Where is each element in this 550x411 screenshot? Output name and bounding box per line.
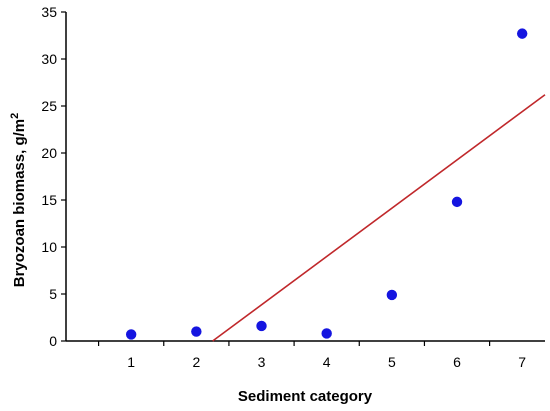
- y-tick-label: 35: [41, 4, 57, 20]
- y-tick-label: 25: [41, 98, 57, 114]
- data-point: [516, 28, 528, 39]
- y-axis-title: Bryozoan biomass, g/m2: [9, 113, 28, 288]
- axes: [65, 12, 545, 342]
- x-tick-label: 6: [453, 354, 461, 370]
- data-point: [256, 320, 267, 332]
- y-tick-label: 15: [41, 192, 57, 208]
- data-point: [125, 329, 137, 340]
- y-axis-title-superscript: 2: [9, 113, 21, 119]
- y-axis-title-main: Bryozoan biomass, g/m: [11, 119, 28, 287]
- x-tick-label: 1: [127, 354, 135, 370]
- data-points: [125, 28, 528, 340]
- x-tick-label: 4: [323, 354, 331, 370]
- x-axis-title: Sediment category: [238, 388, 373, 405]
- x-tick-label: 3: [258, 354, 266, 370]
- y-tick-label: 0: [49, 333, 57, 349]
- x-ticks: 1 2 3 4 5 6 7: [97, 341, 526, 370]
- y-ticks: 0 5 10 15 20 25 30 35: [41, 4, 66, 349]
- trendline: [212, 94, 546, 342]
- y-tick-label: 10: [41, 239, 57, 255]
- trendline-group: [212, 94, 546, 342]
- y-tick-label: 20: [41, 145, 57, 161]
- x-tick-label: 5: [388, 354, 396, 370]
- y-tick-label: 5: [49, 286, 57, 302]
- data-point: [191, 326, 202, 337]
- data-point: [386, 289, 398, 301]
- data-point: [451, 196, 463, 208]
- data-point: [321, 328, 332, 339]
- y-tick-label: 30: [41, 51, 57, 67]
- x-tick-label: 2: [192, 354, 200, 370]
- x-tick-label: 7: [518, 354, 526, 370]
